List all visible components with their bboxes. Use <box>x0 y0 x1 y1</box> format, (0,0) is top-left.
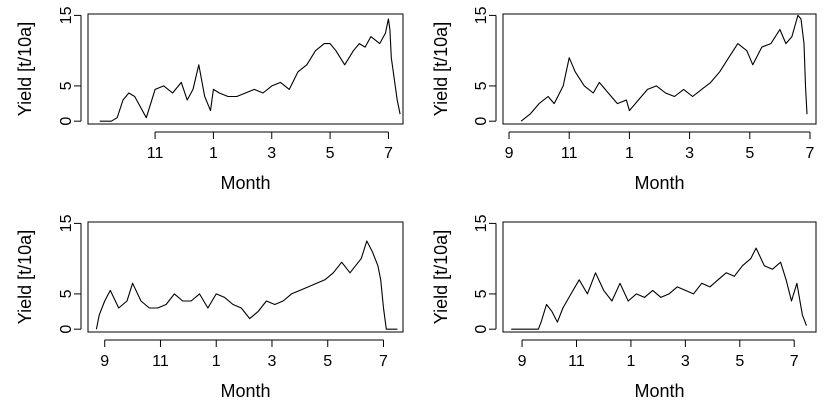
y-tick-label: 0 <box>58 117 75 126</box>
x-tick-label: 7 <box>384 145 393 162</box>
x-tick-label: 3 <box>685 145 694 162</box>
x-tick-label: 11 <box>147 145 164 162</box>
x-tick-label: 7 <box>379 353 388 370</box>
x-tick-label: 11 <box>568 353 585 370</box>
x-tick-label: 3 <box>268 353 277 370</box>
x-tick-label: 9 <box>505 145 514 162</box>
x-tick-label: 3 <box>267 145 276 162</box>
plot-frame <box>87 13 404 125</box>
x-tick-label: 5 <box>735 353 744 370</box>
y-tick-label: 5 <box>58 81 75 90</box>
x-tick-label: 1 <box>625 145 634 162</box>
yield-series-line <box>95 240 398 330</box>
x-tick-label: 9 <box>518 353 527 370</box>
yield-series-line <box>99 18 401 122</box>
y-axis-title: Yield [t/10a] <box>431 230 451 324</box>
x-tick-label: 5 <box>323 353 332 370</box>
x-axis-title: Month <box>634 173 684 193</box>
y-axis-title: Yield [t/10a] <box>15 230 35 324</box>
x-tick-label: 1 <box>209 145 218 162</box>
x-tick-label: 7 <box>790 353 799 370</box>
y-axis-title: Yield [t/10a] <box>431 22 451 116</box>
x-tick-label: 9 <box>100 353 109 370</box>
y-tick-label: 15 <box>473 6 490 24</box>
x-tick-label: 11 <box>561 145 578 162</box>
x-tick-label: 1 <box>626 353 635 370</box>
x-axis-title: Month <box>634 381 684 401</box>
plot-frame <box>502 13 817 125</box>
plot-frame <box>502 221 817 333</box>
x-tick-label: 7 <box>806 145 815 162</box>
x-axis-title: Month <box>220 381 270 401</box>
plot-frame <box>87 221 404 333</box>
y-tick-label: 0 <box>58 325 75 334</box>
y-tick-label: 5 <box>473 81 490 90</box>
y-tick-label: 15 <box>58 214 75 232</box>
x-tick-label: 11 <box>152 353 169 370</box>
yield-series-line <box>520 14 808 122</box>
y-tick-label: 15 <box>473 214 490 232</box>
x-axis-title: Month <box>220 173 270 193</box>
y-axis-title: Yield [t/10a] <box>15 22 35 116</box>
x-tick-label: 5 <box>745 145 754 162</box>
x-tick-label: 3 <box>681 353 690 370</box>
y-tick-label: 5 <box>473 289 490 298</box>
x-tick-label: 5 <box>326 145 335 162</box>
yield-series-line <box>511 247 808 330</box>
y-tick-label: 0 <box>473 325 490 334</box>
x-tick-label: 1 <box>212 353 221 370</box>
y-tick-label: 0 <box>473 117 490 126</box>
y-tick-label: 15 <box>58 6 75 24</box>
y-tick-label: 5 <box>58 289 75 298</box>
